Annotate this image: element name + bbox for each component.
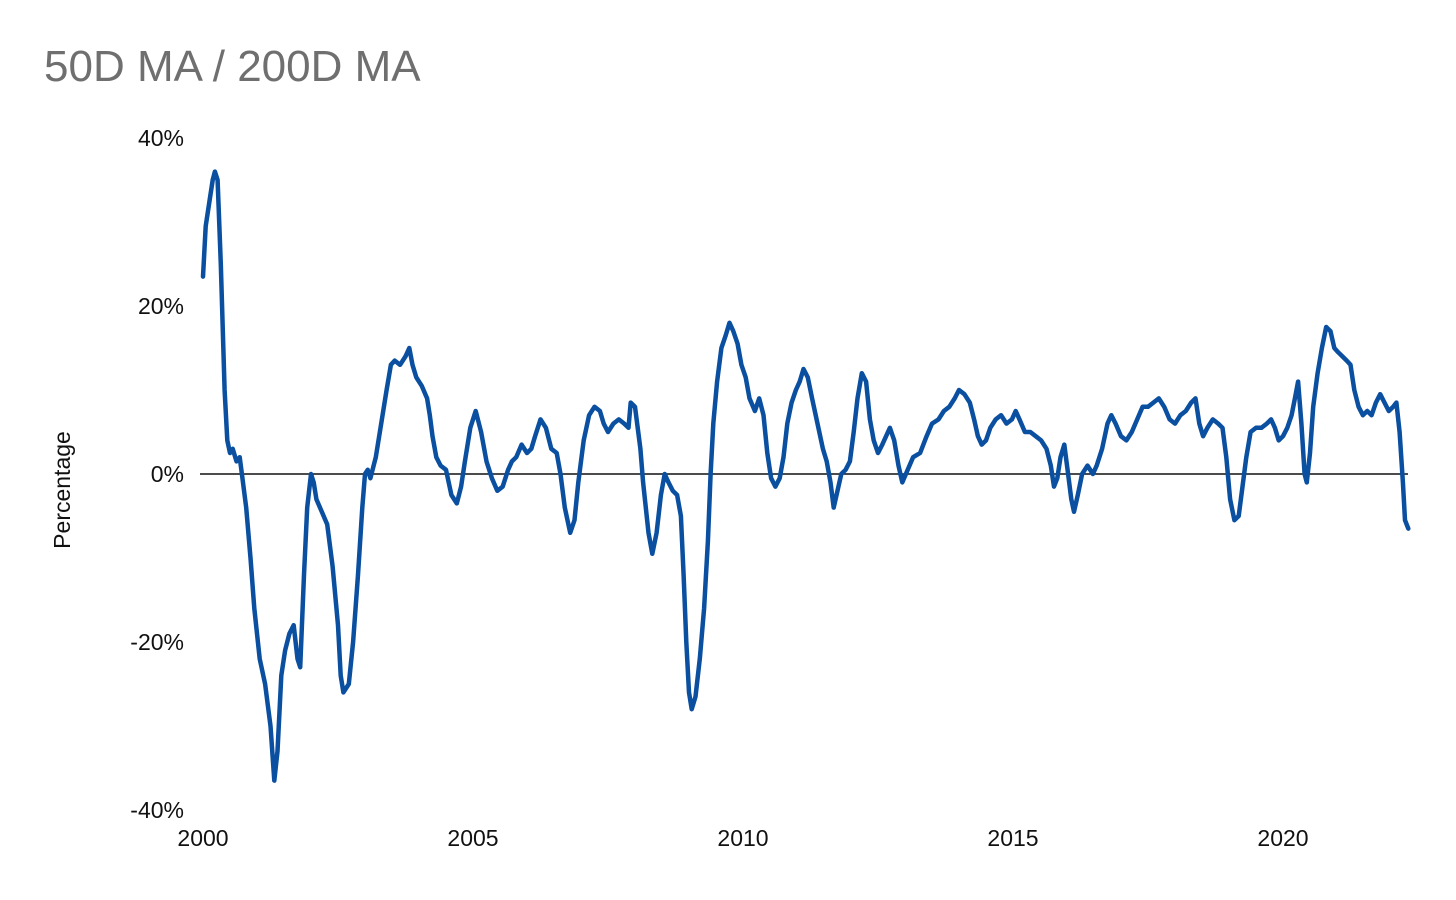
x-tick-label: 2015 — [987, 825, 1038, 851]
y-tick-label: 40% — [138, 125, 184, 151]
x-tick-label: 2020 — [1257, 825, 1308, 851]
x-tick-label: 2000 — [177, 825, 228, 851]
y-tick-label: -40% — [130, 797, 184, 823]
y-axis-label: Percentage — [49, 431, 75, 549]
x-axis-ticks: 2000 2005 2010 2015 2020 — [177, 825, 1308, 851]
y-tick-label: 0% — [151, 461, 184, 487]
y-tick-label: 20% — [138, 293, 184, 319]
x-tick-label: 2010 — [717, 825, 768, 851]
chart-title: 50D MA / 200D MA — [44, 42, 421, 91]
series-line — [200, 169, 1411, 783]
y-tick-label: -20% — [130, 629, 184, 655]
x-tick-label: 2005 — [447, 825, 498, 851]
y-axis-ticks: 40% 20% 0% -20% -40% — [130, 125, 184, 823]
